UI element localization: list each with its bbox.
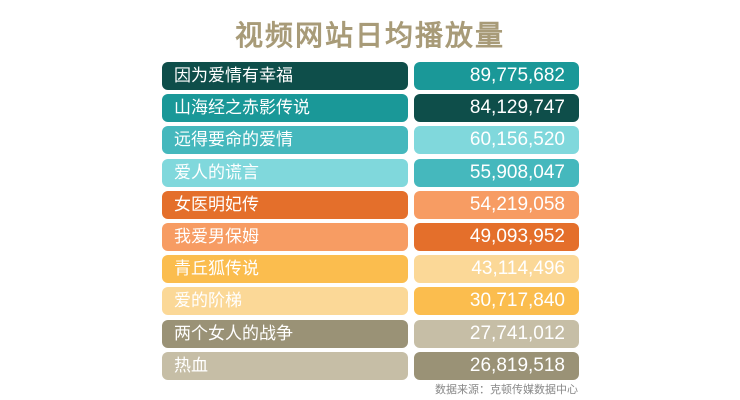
chart-title: 视频网站日均播放量 bbox=[234, 19, 505, 52]
play-count-value: 30,717,840 bbox=[414, 287, 579, 316]
play-count-value: 60,156,520 bbox=[414, 126, 579, 155]
table-row: 两个女人的战争 27,741,012 bbox=[162, 319, 580, 348]
play-count-value: 54,219,058 bbox=[414, 190, 579, 219]
show-name-label: 爱的阶梯 bbox=[162, 287, 408, 316]
table-row: 山海经之赤影传说 84,129,747 bbox=[162, 94, 580, 123]
show-name-label: 我爱男保姆 bbox=[162, 222, 408, 251]
show-name-label: 热血 bbox=[162, 351, 408, 380]
table-row: 我爱男保姆 49,093,952 bbox=[162, 222, 580, 251]
show-name-label: 爱人的谎言 bbox=[162, 158, 408, 187]
play-count-value: 55,908,047 bbox=[414, 158, 579, 187]
play-count-value: 26,819,518 bbox=[414, 351, 579, 380]
show-name-label: 山海经之赤影传说 bbox=[162, 94, 408, 123]
show-name-label: 两个女人的战争 bbox=[162, 319, 408, 348]
show-name-label: 远得要命的爱情 bbox=[162, 126, 408, 155]
table-row: 爱的阶梯 30,717,840 bbox=[162, 287, 580, 316]
table-row: 因为爱情有幸福 89,775,682 bbox=[162, 62, 580, 90]
play-count-value: 43,114,496 bbox=[414, 255, 579, 284]
table-row: 热血 26,819,518 bbox=[162, 351, 580, 380]
data-source-note: 数据来源：克顿传媒数据中心 bbox=[435, 383, 578, 396]
ranking-table: 因为爱情有幸福 89,775,682 山海经之赤影传说 84,129,747 远得要命的… bbox=[162, 62, 580, 384]
table-row: 爱人的谎言 55,908,047 bbox=[162, 158, 580, 187]
show-name-label: 因为爱情有幸福 bbox=[162, 62, 408, 90]
table-row: 青丘狐传说 43,114,496 bbox=[162, 255, 580, 284]
table-row: 女医明妃传 54,219,058 bbox=[162, 190, 580, 219]
play-count-value: 84,129,747 bbox=[414, 94, 579, 123]
table-row: 远得要命的爱情 60,156,520 bbox=[162, 126, 580, 155]
show-name-label: 女医明妃传 bbox=[162, 190, 408, 219]
play-count-value: 27,741,012 bbox=[414, 319, 579, 348]
play-count-value: 49,093,952 bbox=[414, 222, 579, 251]
show-name-label: 青丘狐传说 bbox=[162, 255, 408, 284]
play-count-value: 89,775,682 bbox=[414, 62, 579, 90]
